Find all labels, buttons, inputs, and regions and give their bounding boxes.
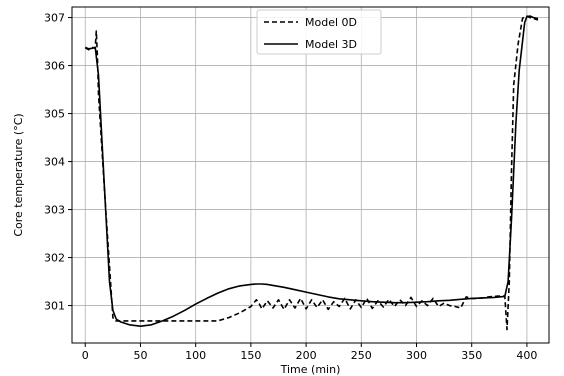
x-tick-label: 250 [351,349,372,362]
x-tick-label: 400 [516,349,537,362]
legend-box [256,9,382,55]
legend-label-model-0d: Model 0D [305,16,357,29]
x-tick-label: 350 [461,349,482,362]
x-tick-label: 0 [82,349,89,362]
x-tick-label: 100 [185,349,206,362]
series-layer [84,15,539,331]
series-line-model-0d [84,15,539,331]
grid [72,7,549,343]
x-axis: 0 50 100 150 200 250 300 350 400 [82,343,537,362]
x-tick-label: 150 [240,349,261,362]
y-axis: 301 302 303 304 305 306 307 [44,12,72,313]
x-tick-label: 300 [406,349,427,362]
x-tick-label: 50 [133,349,147,362]
y-tick-label: 306 [44,60,65,73]
series-line-model-3d [84,15,539,327]
y-tick-label: 303 [44,204,65,217]
legend: Model 0D Model 3D [256,9,382,55]
y-tick-label: 307 [44,12,65,25]
y-tick-label: 304 [44,156,65,169]
plot-frame [71,6,550,344]
y-tick-label: 301 [44,300,65,313]
y-axis-label: Core temperature (°C) [12,113,25,236]
x-tick-label: 200 [296,349,317,362]
legend-label-model-3d: Model 3D [305,38,357,51]
y-tick-label: 305 [44,108,65,121]
x-axis-label: Time (min) [280,363,341,376]
y-tick-label: 302 [44,252,65,265]
